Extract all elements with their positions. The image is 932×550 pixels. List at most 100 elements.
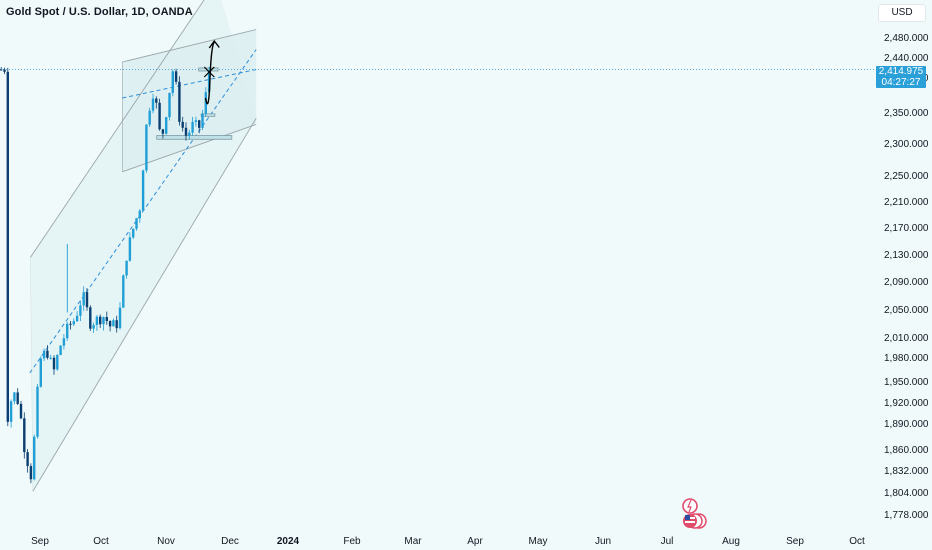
y-tick-label: 2,480.000: [884, 33, 929, 44]
x-tick-label: 2024: [277, 536, 300, 547]
candle-body: [46, 350, 49, 358]
outer-channel-start-edge: [30, 257, 34, 492]
candle-body: [49, 357, 52, 359]
symbol-title: Gold Spot / U.S. Dollar, 1D, OANDA: [6, 6, 193, 18]
candle-body: [69, 323, 72, 325]
candle-body: [102, 317, 105, 325]
projection-arrow-path: [204, 41, 215, 105]
candle-body: [105, 317, 108, 321]
x-tick-label: Oct: [93, 536, 109, 547]
candle-body: [6, 71, 9, 422]
candle-body: [62, 338, 66, 346]
y-tick-label: 1,890.000: [884, 419, 929, 430]
candle-body: [99, 316, 102, 325]
candle-body: [161, 129, 165, 134]
y-tick-label: 1,804.000: [884, 488, 929, 499]
x-tick-label: Jun: [595, 536, 611, 547]
y-tick-label: 2,130.000: [884, 250, 929, 261]
currency-button[interactable]: USD: [878, 4, 926, 22]
candle-body: [125, 260, 128, 276]
candle-body: [19, 403, 23, 419]
cross-mark: [203, 66, 215, 78]
candle-body: [13, 392, 16, 402]
candle-body: [79, 305, 82, 316]
candle-body: [23, 418, 26, 453]
y-tick-label: 1,832.000: [884, 466, 929, 477]
candle-body: [9, 401, 13, 422]
x-tick-label: Aug: [722, 536, 740, 547]
y-tick-label: 1,860.000: [884, 445, 929, 456]
x-tick-label: Jul: [661, 536, 674, 547]
candle-body: [33, 436, 36, 480]
x-tick-label: May: [529, 536, 548, 547]
x-tick-label: Sep: [786, 536, 804, 547]
candle-body: [29, 466, 33, 480]
candle-body: [207, 70, 211, 93]
candle-body: [3, 69, 6, 72]
x-tick-label: Nov: [157, 536, 175, 547]
candle-body: [191, 121, 194, 133]
y-tick-label: 2,350.000: [884, 108, 929, 119]
candle-body: [66, 323, 69, 339]
candle-body: [85, 292, 89, 308]
lightning-glyph: [687, 499, 692, 513]
candle-body: [165, 117, 168, 134]
candle-body: [138, 210, 141, 219]
inner-channel-lower: [122, 123, 257, 173]
y-tick-label: 1,980.000: [884, 353, 929, 364]
candle-body: [158, 102, 161, 130]
candle-body: [72, 321, 75, 325]
y-tick-label: 2,250.000: [884, 171, 929, 182]
candle-body: [145, 124, 148, 171]
y-tick-label: 2,210.000: [884, 197, 929, 208]
candle-body: [181, 121, 184, 128]
candle-body: [56, 354, 59, 370]
x-tick-label: Oct: [849, 536, 865, 547]
candle-body: [178, 81, 181, 122]
candle-body: [26, 452, 29, 467]
x-tick-label: Feb: [343, 536, 361, 547]
x-tick-label: Apr: [467, 536, 483, 547]
outer-channel-lower: [32, 117, 257, 492]
current-price-tag: 2,414.975 04:27:27: [876, 66, 926, 88]
y-tick-label: 2,050.000: [884, 305, 929, 316]
candle-body: [148, 110, 151, 125]
candle-body: [115, 320, 118, 329]
candle-body: [155, 98, 158, 103]
candle-body: [122, 275, 125, 308]
y-tick-label: 1,950.000: [884, 377, 929, 388]
flag-canton: [685, 515, 690, 520]
candle-body: [82, 292, 85, 306]
candle-body: [16, 392, 19, 404]
candle-body: [132, 228, 135, 238]
candle-body: [59, 345, 62, 355]
candle-body: [151, 98, 155, 111]
candle-body: [171, 71, 174, 93]
event-lightning-icon: [682, 498, 698, 514]
candle-countdown: 04:27:27: [881, 77, 921, 88]
flag-stripe: [685, 521, 695, 523]
x-tick-label: Mar: [404, 536, 422, 547]
y-tick-label: 1,778.000: [884, 510, 929, 521]
y-tick-label: 2,010.000: [884, 333, 929, 344]
candle-body: [128, 237, 132, 261]
candle-body: [118, 307, 122, 329]
candle-body: [198, 120, 201, 128]
candle-body: [95, 316, 99, 325]
candle-body: [108, 320, 112, 327]
x-tick-label: Sep: [31, 536, 49, 547]
candle-body: [168, 92, 171, 118]
y-tick-label: 2,300.000: [884, 139, 929, 150]
candle-body: [52, 357, 56, 370]
outer-channel-upper: [30, 0, 205, 258]
y-tick-label: 2,440.000: [884, 53, 929, 64]
candle-body: [89, 307, 92, 329]
candle-body: [194, 120, 198, 122]
candle-body: [36, 386, 39, 437]
x-tick-label: Dec: [221, 536, 239, 547]
candle-body: [174, 71, 178, 82]
candle-body: [0, 69, 3, 71]
candle-body: [204, 92, 207, 114]
